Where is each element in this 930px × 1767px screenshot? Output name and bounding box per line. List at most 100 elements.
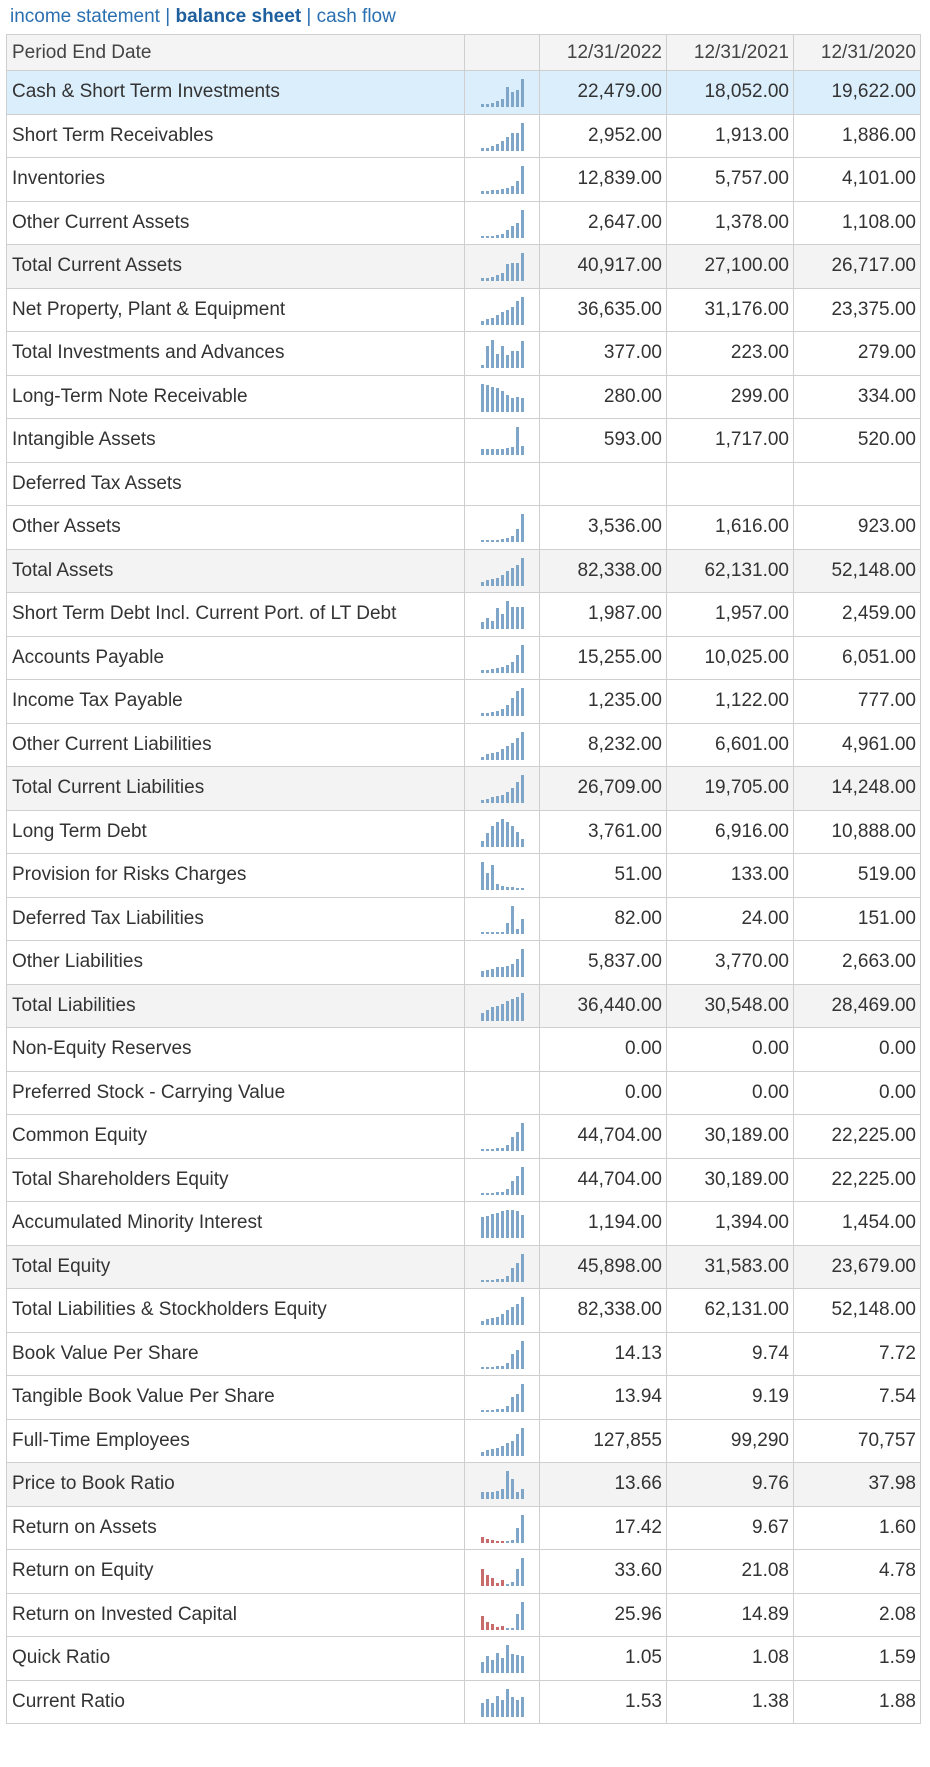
- table-row[interactable]: Other Assets 3,536.00 1,616.00 923.00: [6, 505, 921, 550]
- table-row[interactable]: Total Current Assets 40,917.00 27,100.00 26…: [6, 244, 921, 289]
- sparkline-bar: [515, 1132, 519, 1152]
- table-row[interactable]: Total Current Liabilities 26,709.00 19,705…: [6, 766, 921, 811]
- sparkline-bar: [485, 1410, 489, 1413]
- table-row[interactable]: Common Equity 44,704.00 30,189.00 22,225.00: [6, 1114, 921, 1159]
- table-row[interactable]: Total Liabilities 36,440.00 30,548.00 28,46…: [6, 983, 921, 1028]
- sparkline-bar: [490, 578, 494, 586]
- sparkline-bar: [505, 1000, 509, 1021]
- table-row[interactable]: Other Current Assets 2,647.00 1,378.00 1,10…: [6, 200, 921, 245]
- sparkline-bar: [485, 540, 489, 543]
- table-row[interactable]: Total Assets 82,338.00 62,131.00 52,148.00: [6, 548, 921, 593]
- value-cell: 37.98: [793, 1462, 921, 1507]
- value-cell: 1.60: [793, 1505, 921, 1550]
- income-statement-link[interactable]: income statement: [10, 6, 160, 27]
- sparkline-chart: [474, 1295, 530, 1326]
- table-row[interactable]: Total Shareholders Equity 44,704.00 30,189…: [6, 1157, 921, 1202]
- table-row[interactable]: Other Liabilities 5,837.00 3,770.00 2,663.0…: [6, 940, 921, 985]
- table-row[interactable]: Accounts Payable 15,255.00 10,025.00 6,051.…: [6, 635, 921, 680]
- sparkline-bar: [510, 887, 514, 891]
- table-row[interactable]: Return on Assets 17.42 9.67 1.60: [6, 1505, 921, 1550]
- sparkline-bar: [480, 1492, 484, 1500]
- row-label: Total Shareholders Equity: [6, 1157, 465, 1202]
- table-row[interactable]: Deferred Tax Liabilities 82.00 24.00 151.00: [6, 896, 921, 941]
- sparkline-bar: [500, 1365, 504, 1369]
- sparkline-bar: [490, 621, 494, 630]
- sparkline-bar: [510, 1353, 514, 1369]
- sparkline-bar: [480, 669, 484, 673]
- sparkline-bar: [515, 90, 519, 108]
- table-row[interactable]: Deferred Tax Assets: [6, 461, 921, 506]
- sparkline-cell: [464, 418, 540, 463]
- row-label: Non-Equity Reserves: [6, 1027, 465, 1072]
- table-row[interactable]: Total Equity 45,898.00 31,583.00 23,679.00: [6, 1244, 921, 1289]
- sparkline-chart: [474, 817, 530, 847]
- sparkline-bar: [500, 1658, 504, 1674]
- table-row[interactable]: Intangible Assets 593.00 1,717.00 520.00: [6, 418, 921, 463]
- table-row[interactable]: Provision for Risks Charges 51.00 133.00 51…: [6, 853, 921, 898]
- value-cell: 23,679.00: [793, 1244, 921, 1289]
- sparkline-bar: [505, 1627, 509, 1630]
- sparkline-bar: [505, 1210, 509, 1239]
- sparkline-bar: [485, 618, 489, 630]
- table-row[interactable]: Inventories 12,839.00 5,757.00 4,101.00: [6, 157, 921, 202]
- sparkline-chart: [474, 1469, 530, 1500]
- value-cell: 299.00: [666, 374, 794, 419]
- sparkline-bar: [505, 601, 509, 630]
- table-row[interactable]: Long-Term Note Receivable 280.00 299.00 334…: [6, 374, 921, 419]
- table-row[interactable]: Cash & Short Term Investments 22,479.00 18…: [6, 70, 921, 115]
- table-row[interactable]: Net Property, Plant & Equipment 36,635.00…: [6, 287, 921, 332]
- sparkline-bar: [505, 264, 509, 282]
- sparkline-cell: [464, 940, 540, 985]
- sparkline-bar: [515, 351, 519, 369]
- table-row[interactable]: Book Value Per Share 14.13 9.74 7.72: [6, 1331, 921, 1376]
- sparkline-bar: [510, 1137, 514, 1152]
- sparkline-bar: [495, 1148, 499, 1152]
- sparkline-bar: [480, 383, 484, 412]
- table-row[interactable]: Short Term Debt Incl. Current Port. of L…: [6, 592, 921, 637]
- sparkline-bar: [495, 540, 499, 543]
- sparkline-chart: [474, 77, 530, 108]
- value-cell: 2,663.00: [793, 940, 921, 985]
- sparkline-bar: [515, 132, 519, 151]
- table-row[interactable]: Total Liabilities & Stockholders Equity 8…: [6, 1288, 921, 1333]
- row-label: Return on Equity: [6, 1549, 465, 1594]
- table-row[interactable]: Price to Book Ratio 13.66 9.76 37.98: [6, 1462, 921, 1507]
- table-row[interactable]: Return on Invested Capital 25.96 14.89 2.08: [6, 1592, 921, 1637]
- sparkline-bar: [510, 536, 514, 543]
- table-row[interactable]: Current Ratio 1.53 1.38 1.88: [6, 1679, 921, 1724]
- table-row[interactable]: Short Term Receivables 2,952.00 1,913.00 1,…: [6, 113, 921, 158]
- value-cell: 1,122.00: [666, 679, 794, 724]
- row-label: Total Current Assets: [6, 244, 465, 289]
- value-cell: [666, 461, 794, 506]
- sparkline-chart: [474, 1687, 530, 1717]
- table-row[interactable]: Long Term Debt 3,761.00 6,916.00 10,888.00: [6, 809, 921, 854]
- value-cell: 520.00: [793, 418, 921, 463]
- table-row[interactable]: Total Investments and Advances 377.00 223.…: [6, 331, 921, 376]
- value-cell: 52,148.00: [793, 1288, 921, 1333]
- sparkline-bar: [510, 1180, 514, 1195]
- table-row[interactable]: Accumulated Minority Interest 1,194.00 1,3…: [6, 1201, 921, 1246]
- sparkline-bar: [485, 1009, 489, 1021]
- table-row[interactable]: Non-Equity Reserves 0.00 0.00 0.00: [6, 1027, 921, 1072]
- table-row[interactable]: Full-Time Employees 127,855 99,290 70,757: [6, 1418, 921, 1463]
- table-row[interactable]: Tangible Book Value Per Share 13.94 9.19 7.…: [6, 1375, 921, 1420]
- sparkline-chart: [474, 295, 530, 325]
- sparkline-bar: [495, 1491, 499, 1500]
- sparkline-bar: [515, 222, 519, 238]
- sparkline-cell: [464, 1114, 540, 1159]
- sparkline-cell: [464, 1592, 540, 1637]
- balance-sheet-table: Period End Date 12/31/2022 12/31/2021 12…: [6, 34, 921, 1724]
- table-row[interactable]: Quick Ratio 1.05 1.08 1.59: [6, 1636, 921, 1681]
- balance-sheet-link[interactable]: balance sheet: [175, 6, 302, 27]
- table-row[interactable]: Income Tax Payable 1,235.00 1,122.00 777.00: [6, 679, 921, 724]
- value-cell: 1,378.00: [666, 200, 794, 245]
- value-cell: 31,176.00: [666, 287, 794, 332]
- table-row[interactable]: Return on Equity 33.60 21.08 4.78: [6, 1549, 921, 1594]
- sparkline-cell: [464, 548, 540, 593]
- table-row[interactable]: Other Current Liabilities 8,232.00 6,601.0…: [6, 722, 921, 767]
- table-row[interactable]: Preferred Stock - Carrying Value 0.00 0.00…: [6, 1070, 921, 1115]
- cash-flow-link[interactable]: cash flow: [316, 6, 396, 27]
- value-cell: 44,704.00: [539, 1157, 667, 1202]
- sparkline-bar: [500, 99, 504, 108]
- statement-nav: income statement | balance sheet | cash …: [10, 4, 396, 30]
